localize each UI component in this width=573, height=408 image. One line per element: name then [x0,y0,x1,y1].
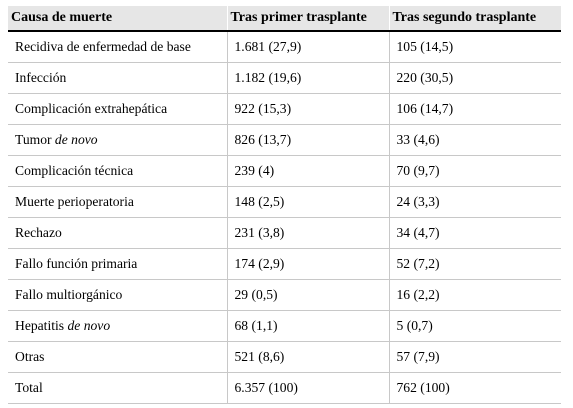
cause-cell: Fallo función primaria [8,248,228,280]
first-transplant-value: 148 (2,5) [227,186,390,218]
cause-label: Infección [15,70,67,85]
second-transplant-value: 762 (100) [389,372,561,404]
table-row: Rechazo 231 (3,8) 34 (4,7) [8,217,561,249]
cause-cell: Complicación extrahepática [8,93,228,125]
cause-cell: Total [8,372,228,404]
table-row: Fallo multiorgánico 29 (0,5) 16 (2,2) [8,279,561,311]
header-cause-of-death: Causa de muerte [8,6,228,32]
cause-cell: Muerte perioperatoria [8,186,228,218]
header-after-first-transplant: Tras primer trasplante [227,6,390,32]
header-row: Causa de muerte Tras primer trasplante T… [8,6,561,32]
table-row: Complicación técnica 239 (4) 70 (9,7) [8,155,561,187]
cause-label: Muerte perioperatoria [15,194,134,209]
cause-cell: Recidiva de enfermedad de base [8,31,228,63]
second-transplant-value: 57 (7,9) [389,341,561,373]
header-after-second-transplant: Tras segundo trasplante [389,6,561,32]
first-transplant-value: 239 (4) [227,155,390,187]
cause-cell: Fallo multiorgánico [8,279,228,311]
cause-label: Tumor [15,132,55,147]
second-transplant-value: 220 (30,5) [389,62,561,94]
first-transplant-value: 1.182 (19,6) [227,62,390,94]
cause-italic-qualifier: de novo [54,132,98,147]
table-row: Infección 1.182 (19,6) 220 (30,5) [8,62,561,94]
table-row: Recidiva de enfermedad de base 1.681 (27,… [8,31,561,63]
cause-cell: Rechazo [8,217,228,249]
cause-cell: Infección [8,62,228,94]
cause-cell: Hepatitis de novo [8,310,228,342]
mortality-causes-table: Causa de muerte Tras primer trasplante T… [8,6,561,404]
cause-label: Rechazo [15,225,62,240]
first-transplant-value: 68 (1,1) [227,310,390,342]
second-transplant-value: 24 (3,3) [389,186,561,218]
second-transplant-value: 34 (4,7) [389,217,561,249]
table-row: Muerte perioperatoria 148 (2,5) 24 (3,3) [8,186,561,218]
second-transplant-value: 105 (14,5) [389,31,561,63]
second-transplant-value: 16 (2,2) [389,279,561,311]
first-transplant-value: 6.357 (100) [227,372,390,404]
first-transplant-value: 29 (0,5) [227,279,390,311]
first-transplant-value: 922 (15,3) [227,93,390,125]
cause-italic-qualifier: de novo [67,318,111,333]
table-body: Recidiva de enfermedad de base 1.681 (27,… [8,31,561,404]
cause-cell: Otras [8,341,228,373]
cause-label: Complicación técnica [15,163,134,178]
second-transplant-value: 5 (0,7) [389,310,561,342]
first-transplant-value: 174 (2,9) [227,248,390,280]
table-row: Otras 521 (8,6) 57 (7,9) [8,341,561,373]
second-transplant-value: 70 (9,7) [389,155,561,187]
table-row: Fallo función primaria 174 (2,9) 52 (7,2) [8,248,561,280]
first-transplant-value: 521 (8,6) [227,341,390,373]
first-transplant-value: 231 (3,8) [227,217,390,249]
cause-label: Total [15,380,43,395]
table-row: Hepatitis de novo 68 (1,1) 5 (0,7) [8,310,561,342]
cause-label: Hepatitis [15,318,68,333]
cause-cell: Tumor de novo [8,124,228,156]
first-transplant-value: 826 (13,7) [227,124,390,156]
cause-label: Complicación extrahepática [15,101,168,116]
second-transplant-value: 52 (7,2) [389,248,561,280]
cause-label: Fallo función primaria [15,256,138,271]
cause-cell: Complicación técnica [8,155,228,187]
table-row: Total 6.357 (100) 762 (100) [8,372,561,404]
cause-label: Fallo multiorgánico [15,287,123,302]
cause-label: Recidiva de enfermedad de base [15,39,191,54]
second-transplant-value: 106 (14,7) [389,93,561,125]
cause-label: Otras [15,349,45,364]
table-row: Tumor de novo 826 (13,7) 33 (4,6) [8,124,561,156]
first-transplant-value: 1.681 (27,9) [227,31,390,63]
second-transplant-value: 33 (4,6) [389,124,561,156]
table-header: Causa de muerte Tras primer trasplante T… [8,6,561,32]
mortality-causes-table-container: Causa de muerte Tras primer trasplante T… [8,6,561,404]
table-row: Complicación extrahepática 922 (15,3) 106 … [8,93,561,125]
